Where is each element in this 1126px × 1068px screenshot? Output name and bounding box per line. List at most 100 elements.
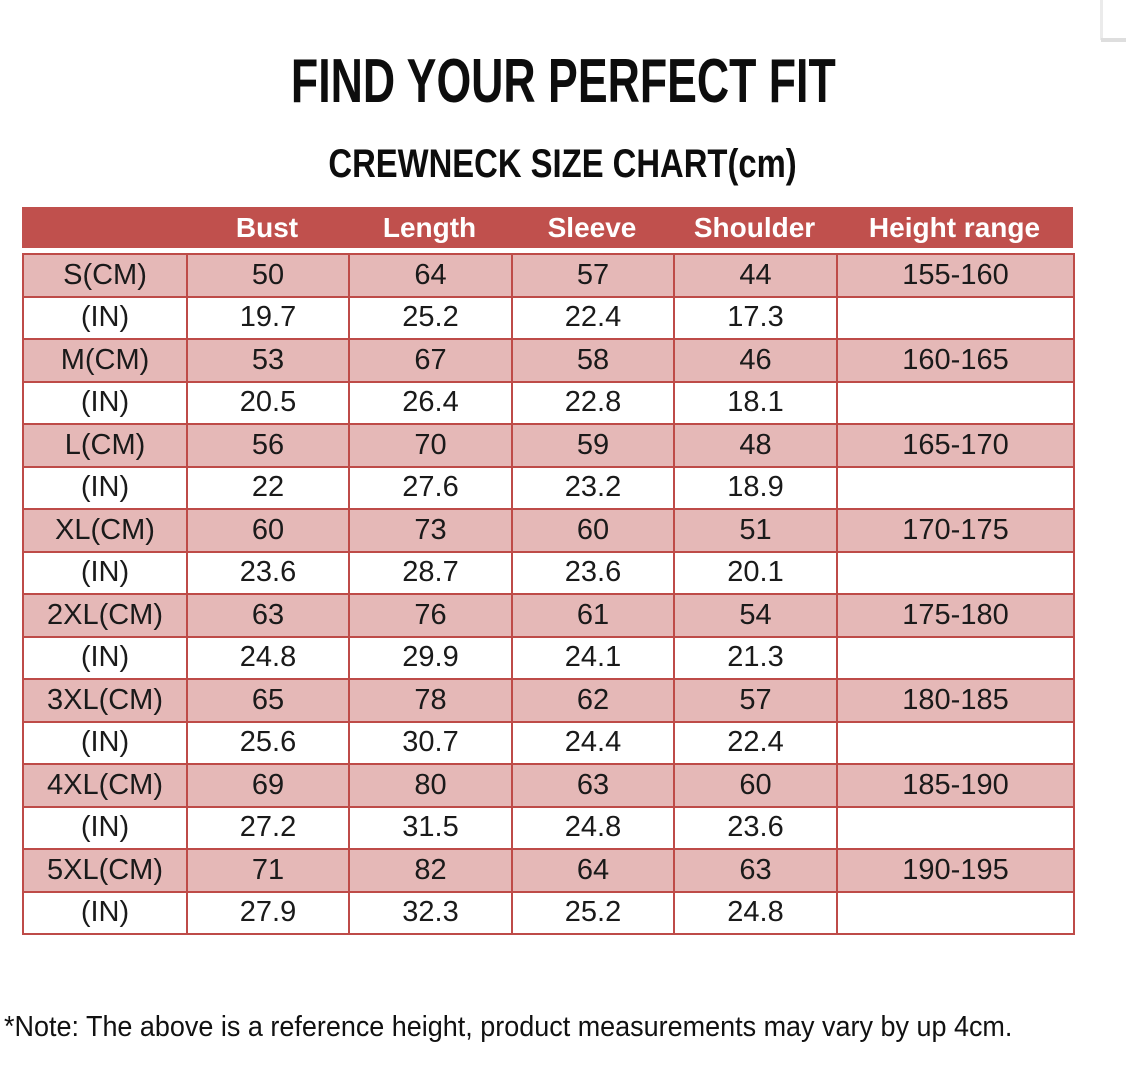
measurement-cell: 155-160	[836, 253, 1075, 298]
measurement-cell: 23.6	[673, 805, 838, 850]
measurement-cell: 18.1	[673, 380, 838, 425]
measurement-cell: 54	[673, 593, 838, 638]
table-row: (IN) 25.6 30.7 24.4 22.4	[22, 720, 1075, 765]
size-label-cell: (IN)	[22, 805, 188, 850]
measurement-cell: 53	[186, 338, 350, 383]
measurement-cell: 165-170	[836, 423, 1075, 468]
measurement-cell: 59	[511, 423, 675, 468]
table-row: (IN) 23.6 28.7 23.6 20.1	[22, 550, 1075, 595]
size-label-cell: 4XL(CM)	[22, 763, 188, 808]
measurement-cell: 28.7	[348, 550, 513, 595]
measurement-cell: 27.6	[348, 465, 513, 510]
size-label-cell: M(CM)	[22, 338, 188, 383]
measurement-cell: 46	[673, 338, 838, 383]
measurement-cell	[836, 720, 1075, 765]
measurement-cell: 24.4	[511, 720, 675, 765]
measurement-cell: 71	[186, 848, 350, 893]
measurement-cell: 48	[673, 423, 838, 468]
footnote-text: *Note: The above is a reference height, …	[4, 1011, 1013, 1043]
table-row: M(CM) 53 67 58 46 160-165	[22, 338, 1075, 383]
measurement-cell: 22.4	[511, 295, 675, 340]
measurement-cell: 80	[348, 763, 513, 808]
column-header-length: Length	[382, 211, 477, 243]
measurement-cell: 70	[348, 423, 513, 468]
size-label-cell: 2XL(CM)	[22, 593, 188, 638]
measurement-cell: 21.3	[673, 635, 838, 680]
size-label-cell: (IN)	[22, 720, 188, 765]
measurement-cell: 23.6	[186, 550, 350, 595]
column-header-sleeve: Sleeve	[547, 211, 637, 243]
measurement-cell: 73	[348, 508, 513, 553]
measurement-cell	[836, 890, 1075, 935]
measurement-cell: 44	[673, 253, 838, 298]
measurement-cell: 17.3	[673, 295, 838, 340]
size-label-cell: (IN)	[22, 635, 188, 680]
measurement-cell: 78	[348, 678, 513, 723]
measurement-cell: 30.7	[348, 720, 513, 765]
column-header-bust: Bust	[235, 211, 299, 243]
measurement-cell: 22.4	[673, 720, 838, 765]
measurement-cell	[836, 295, 1075, 340]
size-label-cell: (IN)	[22, 465, 188, 510]
size-label-cell: L(CM)	[22, 423, 188, 468]
size-label-cell: (IN)	[22, 550, 188, 595]
measurement-cell: 25.6	[186, 720, 350, 765]
measurement-cell: 32.3	[348, 890, 513, 935]
measurement-cell: 27.9	[186, 890, 350, 935]
measurement-cell: 31.5	[348, 805, 513, 850]
measurement-cell: 23.6	[511, 550, 675, 595]
measurement-cell: 76	[348, 593, 513, 638]
measurement-cell: 25.2	[348, 295, 513, 340]
table-row: (IN) 24.8 29.9 24.1 21.3	[22, 635, 1075, 680]
measurement-cell: 23.2	[511, 465, 675, 510]
measurement-cell	[836, 380, 1075, 425]
size-label-cell: (IN)	[22, 890, 188, 935]
measurement-cell: 64	[511, 848, 675, 893]
measurement-cell: 56	[186, 423, 350, 468]
measurement-cell: 20.1	[673, 550, 838, 595]
measurement-cell: 20.5	[186, 380, 350, 425]
measurement-cell: 180-185	[836, 678, 1075, 723]
measurement-cell: 62	[511, 678, 675, 723]
measurement-cell: 24.1	[511, 635, 675, 680]
measurement-cell: 22.8	[511, 380, 675, 425]
measurement-cell: 60	[186, 508, 350, 553]
measurement-cell: 50	[186, 253, 350, 298]
table-row: (IN) 27.9 32.3 25.2 24.8	[22, 890, 1075, 935]
size-label-cell: (IN)	[22, 295, 188, 340]
measurement-cell	[836, 465, 1075, 510]
table-row: (IN) 27.2 31.5 24.8 23.6	[22, 805, 1075, 850]
size-label-cell: (IN)	[22, 380, 188, 425]
corner-artifact-vertical-line	[1100, 0, 1103, 40]
table-header-row: Bust Length Sleeve Shoulder Height range	[22, 207, 1073, 248]
measurement-cell: 60	[511, 508, 675, 553]
measurement-cell: 24.8	[186, 635, 350, 680]
measurement-cell	[836, 805, 1075, 850]
measurement-cell: 64	[348, 253, 513, 298]
measurement-cell: 18.9	[673, 465, 838, 510]
table-row: (IN) 22 27.6 23.2 18.9	[22, 465, 1075, 510]
measurement-cell: 69	[186, 763, 350, 808]
measurement-cell: 57	[673, 678, 838, 723]
measurement-cell: 63	[673, 848, 838, 893]
table-row: (IN) 20.5 26.4 22.8 18.1	[22, 380, 1075, 425]
measurement-cell: 58	[511, 338, 675, 383]
size-label-cell: S(CM)	[22, 253, 188, 298]
size-label-cell: 3XL(CM)	[22, 678, 188, 723]
measurement-cell: 60	[673, 763, 838, 808]
measurement-cell: 175-180	[836, 593, 1075, 638]
table-row: 2XL(CM) 63 76 61 54 175-180	[22, 593, 1075, 638]
measurement-cell	[836, 635, 1075, 680]
measurement-cell: 82	[348, 848, 513, 893]
corner-artifact-horizontal-line	[1101, 38, 1126, 42]
measurement-cell: 19.7	[186, 295, 350, 340]
table-row: 5XL(CM) 71 82 64 63 190-195	[22, 848, 1075, 893]
page-title: FIND YOUR PERFECT FIT	[0, 47, 1126, 116]
measurement-cell: 185-190	[836, 763, 1075, 808]
measurement-cell: 24.8	[511, 805, 675, 850]
measurement-cell: 27.2	[186, 805, 350, 850]
column-header-height-range: Height range	[868, 211, 1041, 243]
table-row: L(CM) 56 70 59 48 165-170	[22, 423, 1075, 468]
measurement-cell: 26.4	[348, 380, 513, 425]
size-label-cell: XL(CM)	[22, 508, 188, 553]
